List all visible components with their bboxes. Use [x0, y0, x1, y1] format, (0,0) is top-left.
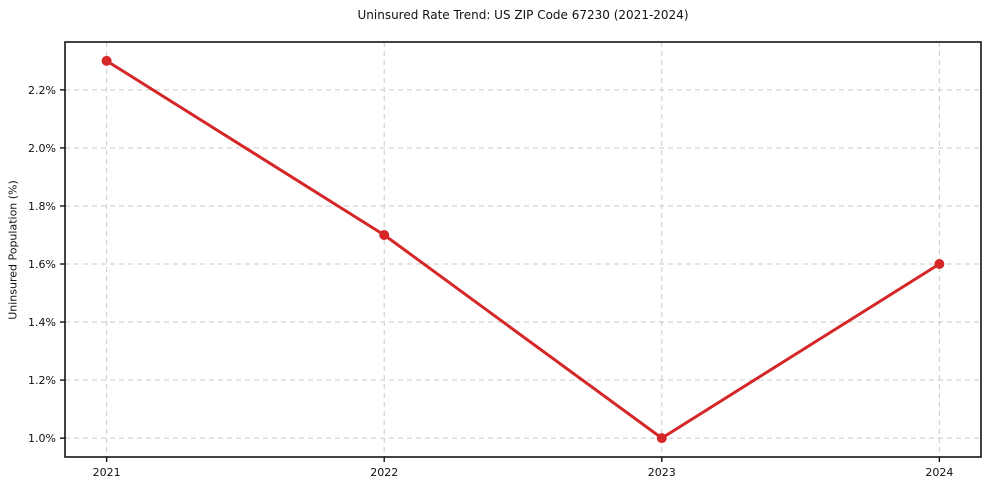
x-tick-label: 2024 [925, 466, 953, 479]
y-tick-label: 1.4% [28, 316, 56, 329]
plot-border [64, 41, 982, 458]
y-tick-label: 1.8% [28, 200, 56, 213]
y-tick-label: 2.0% [28, 142, 56, 155]
data-point-2023 [656, 433, 667, 444]
data-point-2024 [934, 259, 945, 270]
y-tick-label: 2.2% [28, 84, 56, 97]
trend-line [105, 59, 941, 440]
y-tick-label: 1.6% [28, 258, 56, 271]
x-tick-label: 2022 [370, 466, 398, 479]
y-tick-label: 1.2% [28, 374, 56, 387]
chart-title: Uninsured Rate Trend: US ZIP Code 67230 … [357, 8, 689, 22]
y-axis-title: Uninsured Population (%) [6, 180, 20, 320]
y-tick-label: 1.0% [28, 432, 56, 445]
data-point-2021 [101, 55, 112, 66]
x-tick-label: 2023 [648, 466, 676, 479]
x-tick-label: 2021 [93, 466, 121, 479]
data-point-2022 [379, 229, 390, 240]
